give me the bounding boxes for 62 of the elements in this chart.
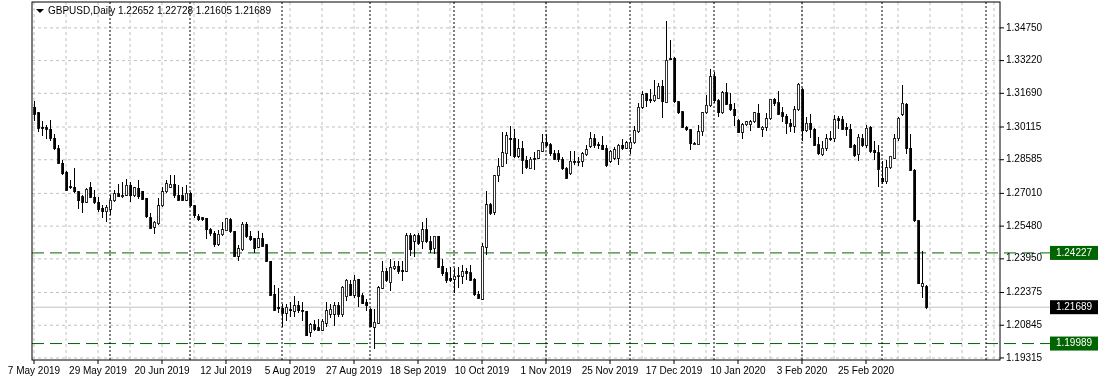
candlestick <box>757 103 760 129</box>
candlestick <box>833 114 836 143</box>
candlestick <box>653 79 656 103</box>
x-tick-label: 1 Nov 2019 <box>520 365 573 376</box>
candlestick <box>461 264 464 285</box>
candlestick <box>885 159 888 185</box>
candlestick <box>865 124 868 149</box>
y-tick-label: 1.22375 <box>1006 286 1043 298</box>
candlestick <box>689 128 692 151</box>
y-tick-label: 1.27010 <box>1006 187 1043 199</box>
candlestick <box>925 284 928 310</box>
candlestick <box>733 102 736 127</box>
candlestick <box>457 266 460 289</box>
candlestick <box>617 143 620 166</box>
candlestick <box>605 145 608 168</box>
candlestick <box>389 258 392 292</box>
ref-line-label: 1.21689 <box>1055 300 1093 312</box>
candlestick <box>325 301 328 328</box>
candlestick <box>413 233 416 258</box>
x-tick-label: 20 Jun 2019 <box>134 365 190 376</box>
y-tick-label: 1.19315 <box>1006 351 1043 363</box>
candlestick <box>521 140 524 175</box>
y-tick-label: 1.33220 <box>1006 54 1043 66</box>
ref-line-label: 1.24227 <box>1055 246 1093 258</box>
candlestick <box>505 131 508 165</box>
x-tick-label: 12 Jul 2019 <box>200 365 253 376</box>
x-tick-label: 17 Dec 2019 <box>645 365 703 376</box>
candlestick <box>353 274 356 299</box>
ref-line-label: 1.19989 <box>1055 337 1093 349</box>
candlestick <box>569 150 572 176</box>
x-tick-label: 10 Jan 2020 <box>710 365 766 376</box>
candlestick <box>509 125 512 157</box>
candlestick <box>517 138 520 159</box>
candlestick <box>357 278 360 308</box>
x-tick-label: 10 Oct 2019 <box>454 365 510 376</box>
candlestick <box>513 128 516 159</box>
y-tick-label: 1.20845 <box>1006 318 1043 330</box>
y-tick-label: 1.23950 <box>1006 252 1043 264</box>
y-tick-label: 1.31690 <box>1006 86 1043 98</box>
x-tick-label: 3 Feb 2020 <box>776 365 828 376</box>
x-tick-label: 27 Aug 2019 <box>325 365 383 376</box>
x-tick-label: 5 Aug 2019 <box>264 365 316 376</box>
x-tick-label: 7 May 2019 <box>7 365 61 376</box>
candlestick <box>533 151 536 171</box>
x-tick-label: 25 Nov 2019 <box>581 365 639 376</box>
candlestick <box>857 133 860 162</box>
y-tick-label: 1.28585 <box>1006 153 1043 165</box>
candlestick <box>721 90 724 115</box>
candlestick <box>333 301 336 327</box>
candlestick <box>421 221 424 250</box>
y-tick-label: 1.30115 <box>1006 120 1042 132</box>
x-tick-label: 29 May 2019 <box>69 365 128 376</box>
x-tick-label: 18 Sep 2019 <box>389 365 447 376</box>
candlestick <box>293 295 296 318</box>
candlestick <box>129 182 132 203</box>
x-tick-label: 25 Feb 2020 <box>837 365 895 376</box>
candlestick <box>137 179 140 200</box>
candlestick <box>173 174 176 199</box>
candlestick <box>785 113 788 135</box>
y-tick-label: 1.25480 <box>1006 219 1043 231</box>
chart-title: GBPUSD,Daily 1.22652 1.22728 1.21605 1.21689 <box>48 5 272 16</box>
y-tick-label: 1.34750 <box>1006 21 1043 33</box>
